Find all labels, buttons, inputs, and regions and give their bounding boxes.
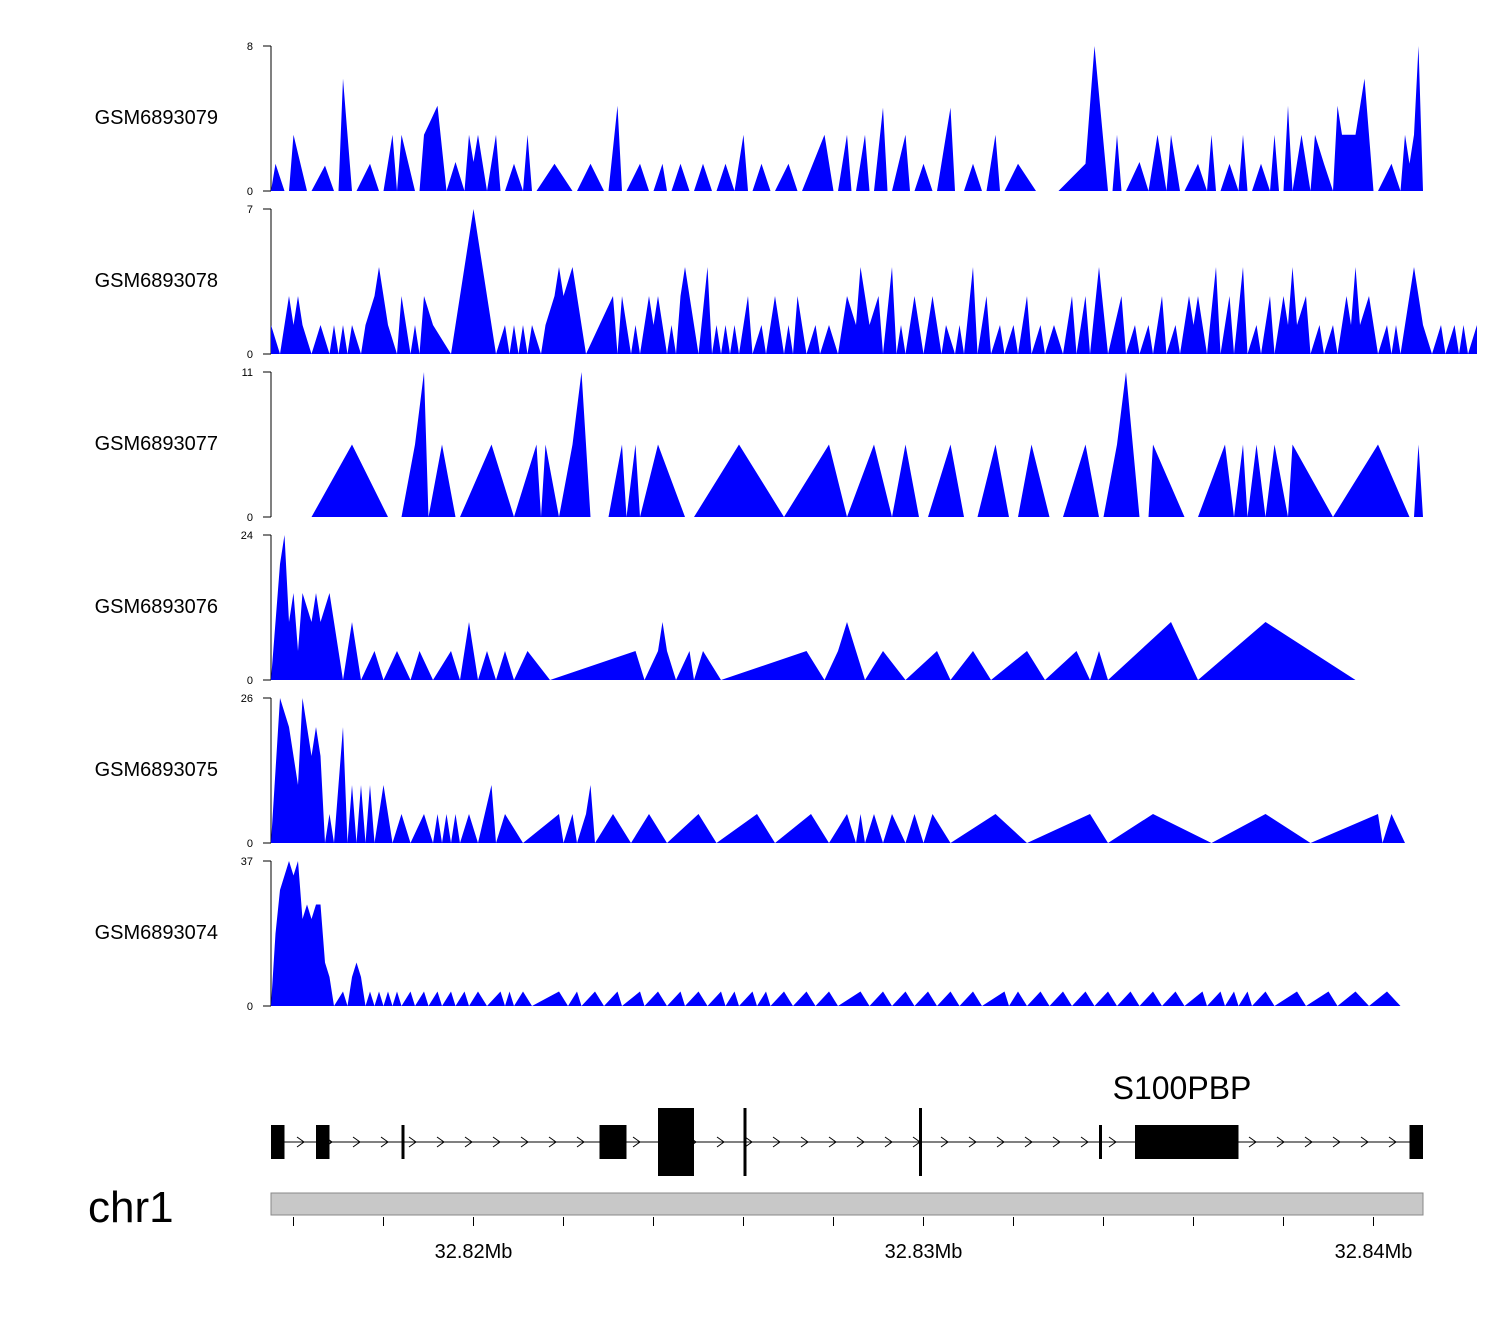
track-label: GSM6893074	[95, 922, 218, 944]
strand-arrow	[296, 1136, 305, 1148]
strand-arrow	[492, 1136, 501, 1148]
coverage-area	[271, 46, 1423, 191]
gene-exon	[919, 1108, 922, 1176]
strand-arrow	[1276, 1136, 1285, 1148]
strand-arrow	[436, 1136, 445, 1148]
y-tick-min-label: 0	[247, 349, 253, 361]
genome-axis: 32.82Mb 32.83Mb 32.84Mb	[293, 1217, 1413, 1263]
gene-exon	[743, 1108, 747, 1176]
x-tick-label: 32.84Mb	[1335, 1241, 1413, 1263]
gene-exon	[1135, 1125, 1239, 1159]
x-tick-label: 32.82Mb	[435, 1241, 513, 1263]
strand-arrow	[1108, 1136, 1117, 1148]
strand-arrow	[1024, 1136, 1033, 1148]
strand-arrow	[1052, 1136, 1061, 1148]
track-label: GSM6893075	[95, 759, 218, 781]
strand-arrow	[1248, 1136, 1257, 1148]
coverage-track: GSM6893077 11 0	[95, 367, 1423, 524]
strand-arrow	[744, 1136, 753, 1148]
strand-arrow	[856, 1136, 865, 1148]
coverage-area	[311, 372, 1423, 517]
gene-exon	[401, 1125, 405, 1159]
track-label: GSM6893077	[95, 433, 218, 455]
coverage-area	[271, 535, 1356, 680]
strand-arrow	[576, 1136, 585, 1148]
strand-arrow	[1360, 1136, 1369, 1148]
coverage-area	[271, 209, 1477, 354]
coverage-track: GSM6893076 24 0	[95, 530, 1356, 687]
strand-arrow	[940, 1136, 949, 1148]
strand-arrow	[1388, 1136, 1397, 1148]
track-label: GSM6893079	[95, 107, 218, 129]
y-tick-max-label: 24	[241, 530, 253, 542]
strand-arrow	[548, 1136, 557, 1148]
strand-arrow	[1304, 1136, 1313, 1148]
strand-arrow	[464, 1136, 473, 1148]
gene-exon	[599, 1125, 627, 1159]
strand-arrow	[632, 1136, 641, 1148]
strand-arrow	[800, 1136, 809, 1148]
track-label: GSM6893076	[95, 596, 218, 618]
strand-arrow	[520, 1136, 529, 1148]
y-tick-max-label: 37	[241, 856, 253, 868]
y-tick-min-label: 0	[247, 838, 253, 850]
y-tick-max-label: 7	[247, 204, 253, 216]
coverage-track: GSM6893079 8 0	[95, 41, 1423, 198]
gene-annotation-track: S100PBP	[271, 1070, 1423, 1176]
ideogram-bar	[270, 1192, 1424, 1216]
chromosome-label: chr1	[88, 1183, 174, 1232]
y-tick-min-label: 0	[247, 186, 253, 198]
track-label: GSM6893078	[95, 270, 218, 292]
gene-exon	[1099, 1125, 1102, 1159]
gene-exon	[271, 1125, 285, 1159]
x-tick-label: 32.83Mb	[885, 1241, 963, 1263]
strand-arrow	[352, 1136, 361, 1148]
y-tick-max-label: 8	[247, 41, 253, 53]
coverage-track: GSM6893078 7 0	[95, 204, 1477, 361]
strand-arrow	[996, 1136, 1005, 1148]
coverage-area	[271, 698, 1405, 843]
coverage-track: GSM6893074 37 0	[95, 856, 1401, 1013]
gene-exon	[658, 1108, 694, 1176]
coverage-area	[271, 861, 1401, 1006]
strand-arrow	[828, 1136, 837, 1148]
strand-arrow	[408, 1136, 417, 1148]
strand-arrow	[1080, 1136, 1089, 1148]
strand-arrow	[1332, 1136, 1341, 1148]
y-tick-min-label: 0	[247, 675, 253, 687]
strand-arrow	[380, 1136, 389, 1148]
strand-arrow	[968, 1136, 977, 1148]
strand-arrow	[884, 1136, 893, 1148]
chromosome-ideogram: chr1	[88, 1183, 1424, 1232]
gene-exon	[316, 1125, 330, 1159]
strand-arrow	[772, 1136, 781, 1148]
coverage-track: GSM6893075 26 0	[95, 693, 1405, 850]
gene-exon	[1409, 1125, 1423, 1159]
y-tick-min-label: 0	[247, 1001, 253, 1013]
gene-name-label: S100PBP	[1113, 1070, 1252, 1106]
y-tick-min-label: 0	[247, 512, 253, 524]
y-tick-max-label: 11	[242, 367, 253, 379]
strand-arrow	[716, 1136, 725, 1148]
y-tick-max-label: 26	[241, 693, 253, 705]
coverage-tracks: GSM689307980GSM689307870GSM6893077110GSM…	[95, 41, 1477, 1013]
